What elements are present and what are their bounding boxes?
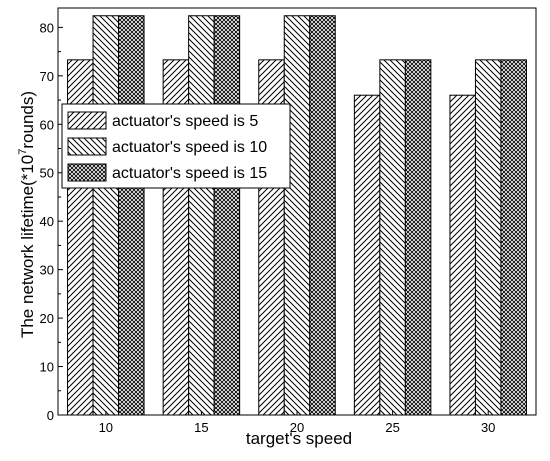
y-tick-label: 60 xyxy=(40,117,54,132)
y-tick-label: 80 xyxy=(40,20,54,35)
x-tick-label: 15 xyxy=(194,420,208,435)
bar-series2-25 xyxy=(379,59,406,416)
y-tick-label: 20 xyxy=(40,311,54,326)
legend-label-series3: actuator's speed is 15 xyxy=(112,165,267,182)
bar-series2-15 xyxy=(188,15,215,416)
x-tick-label: 10 xyxy=(99,420,113,435)
x-tick-label: 20 xyxy=(290,420,304,435)
y-axis-title-end: rounds) xyxy=(18,91,37,149)
y-axis-title-sup: 7 xyxy=(17,149,29,155)
y-axis-title-main: The network lifetime(*10 xyxy=(18,155,37,338)
bar-series1-30 xyxy=(449,94,476,416)
y-tick-label: 50 xyxy=(40,166,54,181)
y-tick-label: 70 xyxy=(40,69,54,84)
legend: actuator's speed is 5 actuator's speed is… xyxy=(61,103,291,189)
x-axis: 10 15 20 25 30 xyxy=(99,411,495,435)
bar-series2-20 xyxy=(283,15,311,416)
legend-swatch-series2 xyxy=(67,137,107,156)
bar-series3-10 xyxy=(118,15,145,416)
y-tick-label: 40 xyxy=(40,214,54,229)
bar-series3-15 xyxy=(213,15,241,416)
bar-series3-20 xyxy=(309,15,336,416)
bar-series3-30 xyxy=(500,59,527,416)
y-tick-label: 0 xyxy=(47,408,54,423)
legend-swatch-series1 xyxy=(67,111,107,130)
legend-swatch-series3 xyxy=(67,163,107,182)
x-tick-label: 25 xyxy=(385,420,399,435)
x-axis-title: target's speed xyxy=(246,429,352,448)
legend-label-series2: actuator's speed is 10 xyxy=(112,139,267,156)
y-tick-label: 10 xyxy=(40,360,54,375)
legend-label-series1: actuator's speed is 5 xyxy=(112,113,258,130)
y-axis-title: The network lifetime(*107rounds) xyxy=(17,91,37,338)
bar-series2-30 xyxy=(474,59,502,416)
bar-series1-25 xyxy=(353,94,381,416)
legend-items: actuator's speed is 5 actuator's speed is… xyxy=(67,111,267,182)
x-tick-label: 30 xyxy=(481,420,495,435)
bar-series3-25 xyxy=(404,59,432,416)
bars-layer xyxy=(67,15,527,416)
y-axis: 0 10 20 30 40 50 60 70 80 xyxy=(40,20,63,423)
bar-series2-10 xyxy=(92,15,120,416)
y-tick-label: 30 xyxy=(40,263,54,278)
